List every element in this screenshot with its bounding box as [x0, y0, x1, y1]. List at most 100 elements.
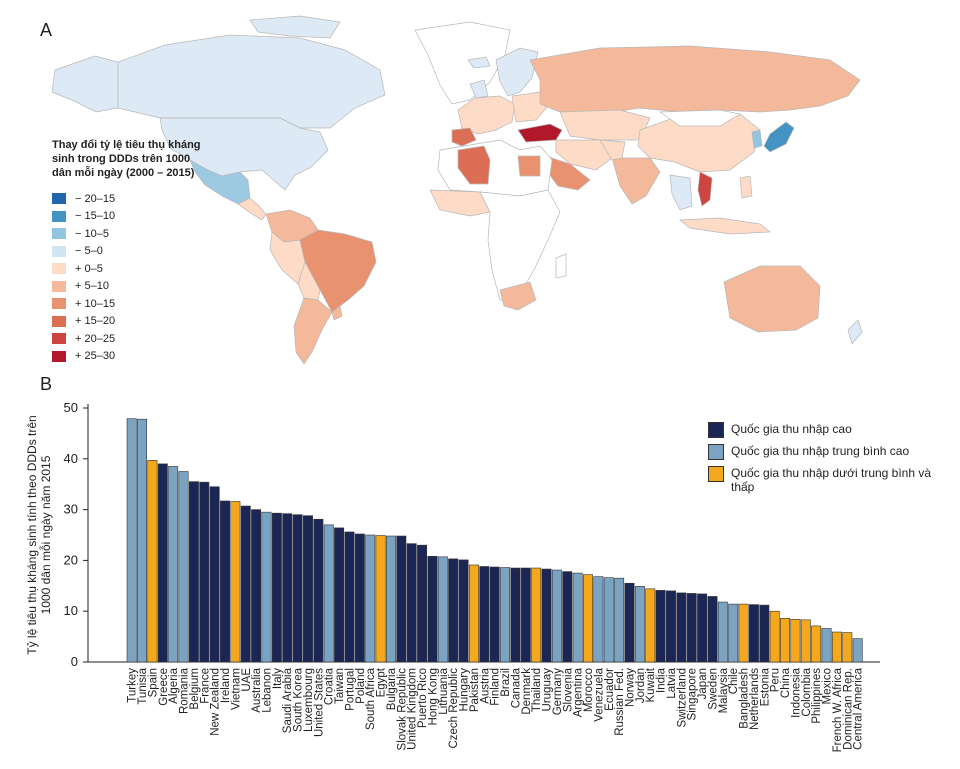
x-tick-label: Thailand: [531, 668, 543, 712]
bar: [842, 632, 853, 663]
bar: [375, 535, 386, 663]
y-tick-label: 20: [64, 552, 78, 567]
map-legend-label: − 10–5: [75, 227, 109, 240]
x-tick-label: Uruguay: [542, 668, 554, 712]
y-axis-label-line1: Tỷ lệ tiêu thụ kháng sinh tính theo DDDs…: [25, 415, 39, 654]
bar: [323, 524, 334, 663]
x-tick-label: Venezuela: [593, 667, 605, 721]
map-legend-item: + 20–25: [52, 330, 212, 348]
x-tick-label: Chile: [728, 668, 740, 694]
x-tick-label: Tunisia: [137, 667, 149, 704]
bar: [365, 534, 376, 663]
bar: [645, 588, 656, 663]
map-legend-label: + 20–25: [75, 332, 116, 345]
bar: [614, 577, 625, 663]
vietnam: [697, 171, 713, 207]
bar: [178, 471, 189, 663]
philippines: [739, 175, 753, 199]
x-tick-label: Canada: [510, 667, 522, 708]
pakistan: [599, 139, 626, 161]
x-tick-label: Luxembourg: [303, 668, 315, 732]
bar: [334, 527, 345, 663]
x-tick-label: Vietnam: [230, 668, 242, 710]
egypt: [517, 155, 541, 177]
x-tick-label: Latvia: [666, 667, 678, 698]
income-legend-label: Quốc gia thu nhập dưới trung bình và thấ…: [731, 466, 932, 494]
x-tick-label: French W. Africa: [832, 667, 844, 752]
west-africa: [429, 189, 491, 217]
x-tick-label: Norway: [624, 668, 636, 707]
usa: [159, 117, 329, 191]
australia: [723, 265, 821, 333]
russia: [529, 45, 861, 115]
bar: [800, 619, 811, 663]
legend-swatch: [708, 466, 724, 482]
map-legend-item: + 15–20: [52, 313, 212, 331]
iceland: [467, 56, 491, 69]
bar: [147, 460, 158, 663]
x-tick-label: Philippines: [811, 668, 823, 724]
bar: [354, 533, 365, 663]
bar: [510, 567, 521, 663]
bar: [811, 625, 822, 663]
legend-swatch: [52, 298, 66, 310]
bar: [458, 559, 469, 663]
bar: [624, 582, 635, 663]
bar: [251, 509, 262, 663]
bar: [790, 619, 801, 663]
x-tick-label: Sweden: [707, 668, 719, 710]
x-tick-label: Russian Fed.: [614, 668, 626, 736]
x-tick-label: Bulgaria: [386, 667, 398, 710]
x-tick-label: France: [199, 668, 211, 704]
x-tick-label: Mexico: [822, 668, 834, 704]
x-tick-label: Morocco: [583, 668, 595, 712]
x-tick-label: Denmark: [521, 668, 533, 715]
map-legend-item: + 5–10: [52, 278, 212, 296]
bar: [271, 512, 282, 663]
x-tick-label: United Kingdom: [407, 668, 419, 750]
income-legend-label: Quốc gia thu nhập trung bình cao: [731, 444, 910, 458]
map-legend-label: + 5–10: [75, 280, 109, 293]
x-tick-label: Italy: [272, 668, 284, 689]
algeria: [457, 145, 491, 185]
bar: [261, 511, 272, 663]
bar: [448, 558, 459, 663]
income-legend-item: Quốc gia thu nhập dưới trung bình và thấ…: [708, 466, 948, 494]
x-tick-label: Puerto Rico: [417, 668, 429, 728]
bar: [572, 572, 583, 663]
arctic-islands: [249, 15, 341, 39]
bar: [738, 603, 749, 663]
x-tick-label: South Africa: [365, 667, 377, 730]
y-tick-label: 40: [64, 451, 78, 466]
map-legend-item: + 10–15: [52, 295, 212, 313]
legend-swatch: [52, 245, 66, 257]
map-legend-item: − 15–10: [52, 208, 212, 226]
bar: [821, 628, 832, 663]
x-tick-label: Estonia: [759, 667, 771, 706]
map-legend-label: − 20–15: [75, 192, 116, 205]
legend-swatch: [52, 280, 66, 292]
bar: [707, 596, 718, 663]
bar: [168, 466, 179, 663]
x-tick-label: Spain: [147, 668, 159, 697]
x-tick-label: Malaysia: [718, 667, 730, 713]
bar: [137, 418, 148, 663]
bar: [603, 577, 614, 663]
legend-swatch: [52, 315, 66, 327]
x-tick-label: Germany: [552, 668, 564, 716]
bar: [489, 566, 500, 663]
bar: [126, 418, 137, 663]
x-tick-label: Poland: [355, 668, 367, 704]
x-tick-label: Lebanon: [261, 668, 273, 713]
bar: [655, 590, 666, 663]
y-tick-label: 0: [71, 654, 78, 669]
x-tick-label: Indonesia: [790, 667, 802, 717]
bar: [427, 556, 438, 663]
legend-swatch: [52, 193, 66, 205]
panel-b-letter: B: [40, 374, 53, 394]
map-legend-title: Thay đổi tỷ lệ tiêu thụ kháng sinh trong…: [52, 139, 201, 179]
x-tick-label: Greece: [158, 668, 170, 706]
south-africa: [499, 281, 537, 311]
map-legend-item: − 10–5: [52, 225, 212, 243]
x-tick-label: China: [780, 667, 792, 698]
